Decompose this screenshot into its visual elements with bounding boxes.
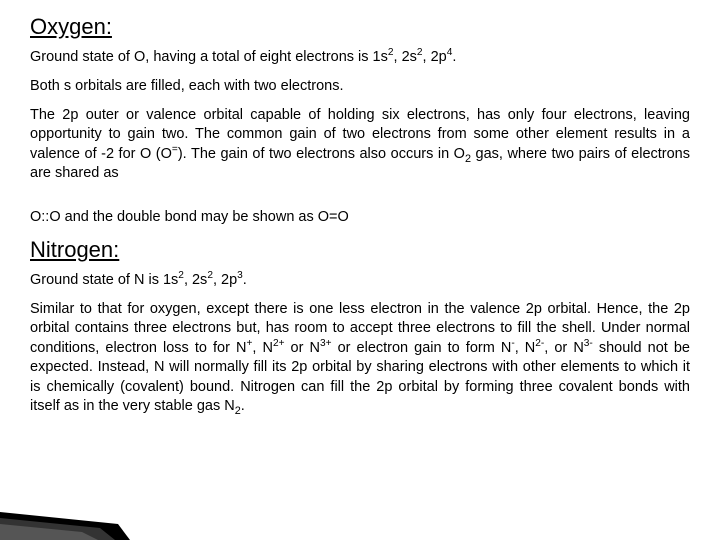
sup: 2+ <box>273 338 285 349</box>
text: , N <box>515 340 536 356</box>
text: or N <box>285 340 320 356</box>
accent-poly-1 <box>0 512 130 540</box>
text: , 2p <box>423 49 447 65</box>
oxygen-title: Oxygen: <box>30 14 690 40</box>
text: . <box>241 398 245 414</box>
nitrogen-ground-state: Ground state of N is 1s2, 2s2, 2p3. <box>30 271 690 290</box>
sup: 3+ <box>320 338 332 349</box>
text: ). The gain of two electrons also occurs… <box>178 146 465 162</box>
oxygen-double-bond: O::O and the double bond may be shown as… <box>30 208 690 227</box>
text: , or N <box>544 340 584 356</box>
text: . <box>452 49 456 65</box>
oxygen-ground-state: Ground state of O, having a total of eig… <box>30 48 690 67</box>
accent-poly-3 <box>0 524 98 540</box>
oxygen-s-orbitals: Both s orbitals are filled, each with tw… <box>30 77 690 96</box>
text: Ground state of N is 1s <box>30 272 178 288</box>
text: , 2s <box>394 49 417 65</box>
spacer <box>30 194 690 208</box>
text: , 2p <box>213 272 237 288</box>
oxygen-valence-para: The 2p outer or valence orbital capable … <box>30 106 690 184</box>
text: , N <box>252 340 273 356</box>
text: , 2s <box>184 272 207 288</box>
sup: 2- <box>535 338 544 349</box>
nitrogen-title: Nitrogen: <box>30 237 690 263</box>
text: . <box>243 272 247 288</box>
sup: 3- <box>584 338 593 349</box>
nitrogen-valence-para: Similar to that for oxygen, except there… <box>30 300 690 417</box>
text: or electron gain to form N <box>332 340 512 356</box>
corner-accent-icon <box>0 494 130 540</box>
accent-poly-2 <box>0 518 115 540</box>
text: Ground state of O, having a total of eig… <box>30 49 388 65</box>
